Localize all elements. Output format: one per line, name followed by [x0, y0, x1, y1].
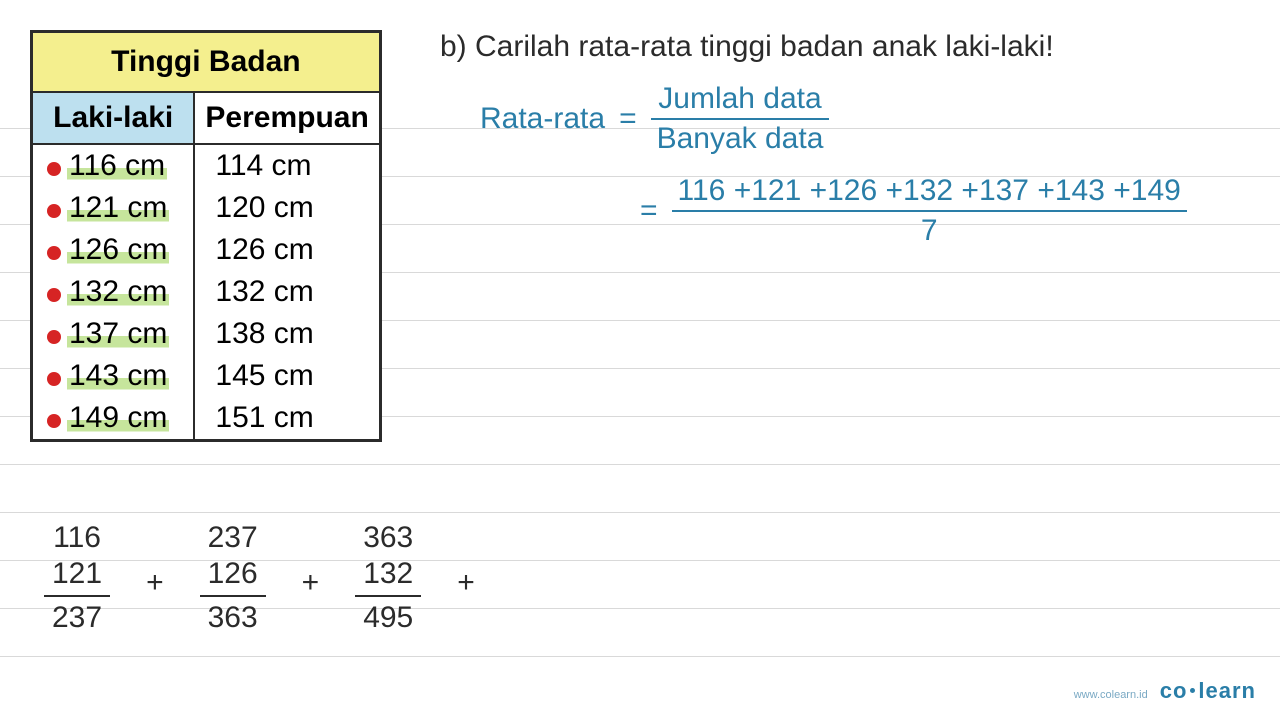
- sum-line: [200, 595, 266, 597]
- table-row: 132 cm 132 cm: [32, 271, 381, 313]
- calc-denominator: 7: [915, 214, 944, 248]
- page: Tinggi Badan Laki-laki Perempuan 116 cm1…: [0, 0, 1280, 720]
- cell-male: 116 cm: [32, 144, 195, 187]
- fraction-bar: [672, 210, 1187, 212]
- table-title: Tinggi Badan: [32, 32, 381, 93]
- bullet-icon: [47, 330, 61, 344]
- cell-male: 143 cm: [32, 355, 195, 397]
- male-value: 126 cm: [67, 233, 169, 266]
- formula-numerator: Jumlah data: [652, 82, 827, 116]
- addend-top: 363: [355, 520, 421, 556]
- cell-male: 126 cm: [32, 229, 195, 271]
- average-formula: Rata-rata = Jumlah data Banyak data: [480, 82, 1250, 156]
- male-value: 143 cm: [67, 359, 169, 392]
- plus-sign: +: [457, 566, 475, 636]
- sum-result: 237: [44, 600, 110, 636]
- addition-column: 237126 363: [200, 520, 266, 636]
- cell-female: 138 cm: [194, 313, 380, 355]
- cell-female: 145 cm: [194, 355, 380, 397]
- formula-denominator: Banyak data: [651, 122, 830, 156]
- calc-fraction: 116 +121 +126 +132 +137 +143 +149 7: [672, 174, 1187, 248]
- col-header-male: Laki-laki: [32, 92, 195, 144]
- brand-url: www.colearn.id: [1074, 689, 1148, 701]
- addition-column: 363132 495: [355, 520, 421, 636]
- bullet-icon: [47, 246, 61, 260]
- male-value: 121 cm: [67, 191, 169, 224]
- cell-female: 151 cm: [194, 397, 380, 441]
- equals-sign: =: [640, 194, 658, 228]
- fraction-bar: [651, 118, 830, 120]
- plus-sign: +: [302, 566, 320, 636]
- table-row: 126 cm 126 cm: [32, 229, 381, 271]
- male-value: 149 cm: [67, 401, 169, 434]
- brand-dot-icon: [1190, 688, 1195, 693]
- cell-male: 121 cm: [32, 187, 195, 229]
- addition-workings: 116121237+237126363+363132495+: [44, 520, 475, 636]
- sum-line: [355, 595, 421, 597]
- cell-male: 149 cm: [32, 397, 195, 441]
- sum-result: 363: [200, 600, 266, 636]
- formula-lhs: Rata-rata: [480, 102, 605, 136]
- bullet-icon: [47, 372, 61, 386]
- bullet-icon: [47, 288, 61, 302]
- bullet-icon: [47, 414, 61, 428]
- brand-part-a: co: [1160, 678, 1188, 703]
- plus-sign: +: [146, 566, 164, 636]
- calculation-step: = 116 +121 +126 +132 +137 +143 +149 7: [640, 174, 1250, 248]
- brand: www.colearn.id colearn: [1074, 678, 1256, 704]
- addend-top: 116: [45, 520, 109, 556]
- cell-male: 132 cm: [32, 271, 195, 313]
- data-table: Tinggi Badan Laki-laki Perempuan 116 cm1…: [30, 30, 382, 442]
- addend-bottom: 132: [355, 556, 421, 592]
- formula-fraction: Jumlah data Banyak data: [651, 82, 830, 156]
- question-text: b) Carilah rata-rata tinggi badan anak l…: [440, 30, 1250, 64]
- addend-bottom: 126: [200, 556, 266, 592]
- table-row: 116 cm 114 cm: [32, 144, 381, 187]
- addition-column: 116121 237: [44, 520, 110, 636]
- cell-female: 114 cm: [194, 144, 380, 187]
- sum-result: 495: [355, 600, 421, 636]
- table-row: 137 cm 138 cm: [32, 313, 381, 355]
- height-table: Tinggi Badan Laki-laki Perempuan 116 cm1…: [30, 30, 382, 442]
- col-header-female: Perempuan: [194, 92, 380, 144]
- table-row: 149 cm 151 cm: [32, 397, 381, 441]
- cell-female: 132 cm: [194, 271, 380, 313]
- male-value: 132 cm: [67, 275, 169, 308]
- male-value: 137 cm: [67, 317, 169, 350]
- table-row: 143 cm 145 cm: [32, 355, 381, 397]
- worked-solution: b) Carilah rata-rata tinggi badan anak l…: [440, 30, 1250, 248]
- table-row: 121 cm 120 cm: [32, 187, 381, 229]
- brand-logo: colearn: [1160, 678, 1256, 704]
- calc-numerator: 116 +121 +126 +132 +137 +143 +149: [672, 174, 1187, 208]
- brand-part-b: learn: [1198, 678, 1256, 703]
- equals-sign: =: [619, 102, 637, 136]
- addend-bottom: 121: [44, 556, 110, 592]
- bullet-icon: [47, 162, 61, 176]
- cell-male: 137 cm: [32, 313, 195, 355]
- cell-female: 126 cm: [194, 229, 380, 271]
- cell-female: 120 cm: [194, 187, 380, 229]
- sum-line: [44, 595, 110, 597]
- addend-top: 237: [200, 520, 266, 556]
- bullet-icon: [47, 204, 61, 218]
- male-value: 116 cm: [67, 149, 167, 182]
